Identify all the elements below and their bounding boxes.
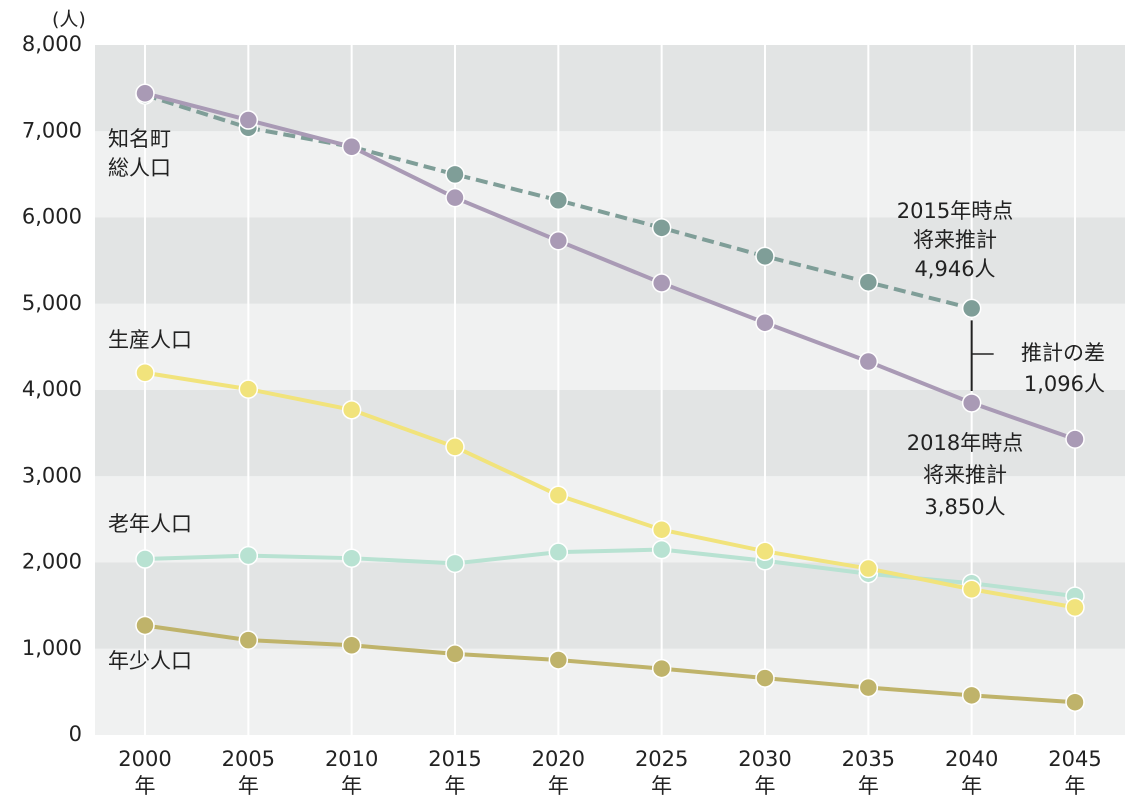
point: [961, 393, 982, 413]
y-tick-label: 7,000: [22, 118, 82, 142]
series-label: 年少人口: [108, 649, 192, 673]
point: [961, 579, 982, 599]
series-label: 生産人口: [108, 328, 192, 352]
y-tick-label: 5,000: [22, 291, 82, 315]
point: [135, 363, 155, 383]
point: [1065, 597, 1085, 618]
x-tick-suffix: 年: [445, 774, 466, 798]
point: [445, 164, 465, 185]
x-tick-suffix: 年: [548, 774, 569, 798]
point: [238, 630, 259, 650]
x-tick-suffix: 年: [755, 774, 776, 798]
x-tick-label: 2005: [222, 747, 275, 771]
x-tick-label: 2010: [325, 747, 378, 771]
series-line: [144, 91, 1076, 442]
x-tick-suffix: 年: [341, 774, 362, 798]
annotation: 1,096人: [1024, 372, 1105, 396]
series-line: [144, 370, 1076, 610]
point: [341, 137, 362, 157]
x-tick-label: 2040: [945, 747, 998, 771]
point: [858, 558, 879, 579]
x-tick-label: 2020: [532, 747, 585, 771]
y-tick-label: 4,000: [22, 377, 82, 401]
y-unit: (人): [52, 9, 86, 31]
point: [548, 231, 569, 251]
annotation: 2018年時点: [907, 431, 1023, 455]
point: [445, 644, 465, 664]
point: [341, 400, 362, 420]
x-tick-label: 2025: [635, 747, 688, 771]
point: [651, 218, 672, 238]
point: [858, 351, 879, 372]
point: [651, 519, 672, 540]
point: [961, 685, 982, 706]
point: [858, 677, 879, 698]
point: [238, 545, 259, 566]
x-tick-label: 2015: [428, 747, 481, 771]
y-tick-label: 3,000: [22, 463, 82, 487]
point: [135, 83, 155, 104]
y-tick-label: 2,000: [22, 550, 82, 574]
point: [755, 312, 775, 333]
x-tick-label: 2045: [1048, 747, 1101, 771]
annotation: 総人口: [108, 156, 171, 180]
point: [445, 437, 465, 457]
point: [858, 272, 879, 292]
point: [341, 635, 362, 656]
point: [548, 542, 569, 562]
series-line: [144, 93, 973, 311]
point: [341, 548, 362, 568]
point: [1065, 429, 1085, 449]
point: [651, 658, 672, 679]
annotation: 3,850人: [924, 495, 1005, 519]
x-tick-suffix: 年: [238, 774, 259, 798]
point: [961, 298, 982, 319]
point: [238, 379, 259, 399]
annotation: 推計の差: [1021, 341, 1105, 365]
y-tick-label: 8,000: [22, 32, 82, 56]
point: [135, 549, 155, 569]
point: [548, 650, 569, 670]
series-label: 老年人口: [108, 512, 192, 536]
point: [755, 668, 775, 688]
point: [755, 541, 775, 562]
annotation: 2015年時点: [897, 199, 1013, 223]
point: [651, 273, 672, 293]
annotation: 4,946人: [914, 257, 995, 281]
band: [95, 131, 1125, 218]
x-tick-label: 2000: [118, 747, 171, 771]
x-tick-suffix: 年: [858, 774, 879, 798]
y-tick-label: 1,000: [22, 636, 82, 660]
x-tick-label: 2030: [738, 747, 791, 771]
point: [548, 190, 569, 210]
annotation: 知名町: [108, 127, 171, 151]
point: [548, 485, 569, 505]
point: [445, 553, 465, 574]
x-tick-suffix: 年: [961, 774, 982, 798]
x-tick-suffix: 年: [135, 774, 156, 798]
annotation: 将来推計: [923, 463, 1007, 487]
x-tick-suffix: 年: [1065, 774, 1086, 798]
point: [238, 110, 259, 130]
point: [651, 539, 672, 560]
point: [1065, 692, 1085, 712]
series-line: [144, 623, 1076, 705]
band: [95, 476, 1125, 563]
y-tick-label: 6,000: [22, 205, 82, 229]
annotation: 将来推計: [913, 228, 997, 252]
point: [755, 246, 775, 267]
x-tick-label: 2035: [842, 747, 895, 771]
x-tick-suffix: 年: [651, 774, 672, 798]
y-tick-label: 0: [69, 722, 82, 746]
point: [135, 615, 155, 636]
band: [95, 562, 1125, 649]
band: [95, 303, 1125, 390]
band: [95, 390, 1125, 477]
band: [95, 45, 1125, 132]
point: [445, 187, 465, 208]
